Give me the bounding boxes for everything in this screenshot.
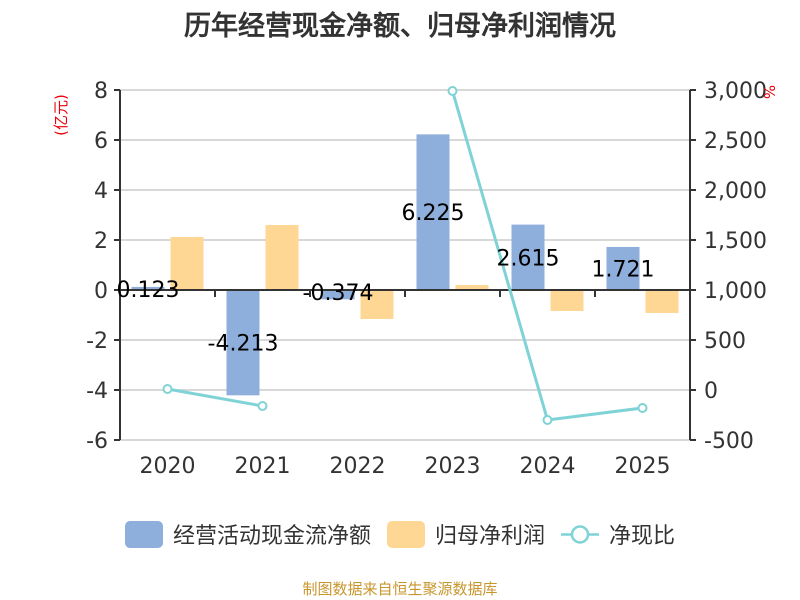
right-axis-tick-label: 2,500 [704,129,767,154]
x-axis-tick-label: 2022 [330,454,386,479]
cashflow-data-label: 2.615 [497,246,560,271]
ratio-line [162,86,648,425]
net-profit-bar [455,285,489,290]
left-axis-tick-label: 0 [94,279,108,304]
cashflow-bar [511,224,545,290]
left-axis-tick-label: -6 [86,429,108,454]
left-axis-tick-label: 4 [94,179,108,204]
x-axis-tick-label: 2024 [520,454,576,479]
chart-title: 历年经营现金净额、归母净利润情况 [184,11,616,42]
left-axis-tick-label: 8 [94,79,108,104]
legend-label-cashflow: 经营活动现金流净额 [172,524,371,549]
ratio-point [257,401,268,411]
legend-label-ratio: 净现比 [609,524,676,549]
cashflow-swatch [124,520,163,548]
net-profit-bar [645,290,679,313]
net-profit-bar [170,237,204,290]
source-note: 制图数据来自恒生聚源数据库 [302,580,498,598]
axes: 8 6 4 2 0 -2 -4 -6 3,000 2,500 2,000 1,500 1,000 500 0… [52,79,778,479]
ratio-line-marker-icon [561,524,599,544]
cashflow-data-label: -0.374 [303,281,374,306]
net-profit-bar [265,225,299,290]
cashflow-bar [416,134,450,290]
bars [131,134,679,396]
data-labels: 0.123 -4.213 -0.374 6.225 2.615 1.721 [117,201,655,356]
cashflow-data-label: 0.123 [117,278,180,303]
ratio-point [447,86,458,96]
x-axis-tick-label: 2021 [235,454,291,479]
right-axis-tick-label: 500 [704,329,746,354]
cashflow-bar [321,290,355,300]
legend-item-ratio[interactable]: 净现比 [561,518,675,550]
right-axis-tick-label: 3,000 [704,79,767,104]
x-axis-tick-label: 2020 [140,454,196,479]
x-axis-tick-label: 2025 [615,454,671,479]
net-profit-swatch [386,520,425,548]
cashflow-data-label: 6.225 [402,201,465,226]
left-axis-tick-label: 2 [94,229,108,254]
cashflow-bar [226,290,260,396]
x-axis-tick-label: 2023 [425,454,481,479]
left-axis-tick-label: 6 [94,129,108,154]
grid-lines [120,89,690,441]
cashflow-bar [131,286,165,290]
net-profit-bar [360,290,394,319]
net-profit-bar [550,290,584,311]
cashflow-bar [606,246,640,290]
left-axis-unit-label: (亿元) [52,94,70,136]
legend-item-net-profit[interactable]: 归母净利润 [386,518,545,550]
left-axis-tick-label: -2 [86,329,108,354]
cashflow-data-label: -4.213 [208,332,279,357]
cashflow-data-label: 1.721 [592,257,655,282]
right-axis-tick-label: 1,500 [704,229,767,254]
right-axis-tick-label: -500 [704,429,754,454]
right-axis-tick-label: 2,000 [704,179,767,204]
legend-label-net-profit: 归母净利润 [434,524,545,549]
legend: 经营活动现金流净额 归母净利润 净现比 [0,518,800,550]
right-axis-tick-label: 1,000 [704,279,767,304]
ratio-point [542,415,553,425]
ratio-line-segment [167,387,263,408]
right-axis-unit-label: % [760,85,778,99]
ratio-point [637,403,648,413]
legend-item-cashflow[interactable]: 经营活动现金流净额 [124,518,371,550]
left-axis-tick-label: -4 [86,379,108,404]
right-axis-tick-label: 0 [704,379,718,404]
ratio-point [162,384,173,394]
